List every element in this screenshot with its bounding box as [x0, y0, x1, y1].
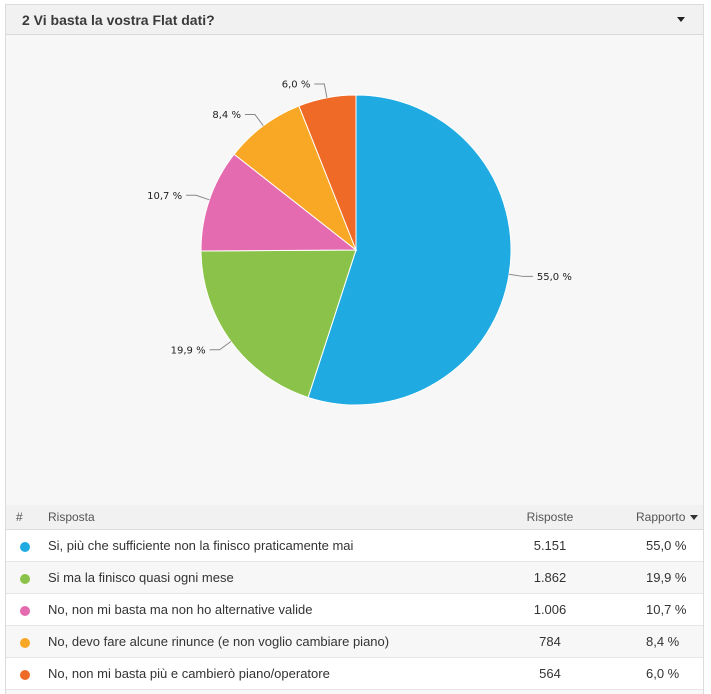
sort-desc-icon[interactable] [690, 515, 699, 521]
label-leader-line [314, 83, 328, 98]
legend-dot-icon [20, 541, 30, 552]
legend-dot-cell [6, 593, 48, 626]
table-header-row: # Risposta Risposte Rapporto [6, 505, 703, 530]
responses-count: 784 [488, 625, 612, 658]
pie-chart-area: 55,0 % 19,9 % 10,7 % 8,4 % 6,0 % [6, 35, 703, 505]
responses-count: 1.006 [488, 593, 612, 626]
table-row: Si, più che sufficiente non la finisco p… [6, 529, 703, 562]
answer-text: No, non mi basta più e cambierò piano/op… [48, 657, 488, 690]
pie-slice[interactable] [200, 249, 357, 399]
legend-dot-icon [20, 605, 30, 616]
ratio-value: 55,0 % [612, 529, 703, 562]
legend-dot-icon [20, 637, 30, 648]
answer-text: No, non mi basta ma non ho alternative v… [48, 593, 488, 626]
question-header[interactable]: 2 Vi basta la vostra Flat dati? [6, 5, 703, 35]
answer-text: Si ma la finisco quasi ogni mese [48, 561, 488, 594]
column-header-ratio[interactable]: Rapporto [612, 505, 703, 530]
slice-data-label: 19,9 % [171, 345, 206, 356]
table-row: No, devo fare alcune rinunce (e non vogl… [6, 625, 703, 658]
slice-data-label: 8,4 % [212, 110, 241, 121]
legend-dot-cell [6, 561, 48, 594]
legend-dot-cell [6, 529, 48, 562]
pie-slice[interactable] [200, 153, 358, 252]
answer-text: Si, più che sufficiente non la finisco p… [48, 529, 488, 562]
legend-dot-cell [6, 625, 48, 658]
column-header-num: # [6, 505, 48, 530]
legend-dot-icon [20, 669, 30, 680]
results-table: # Risposta Risposte Rapporto Si, più che… [6, 505, 703, 690]
label-leader-line [186, 194, 210, 201]
responses-count: 5.151 [488, 529, 612, 562]
slice-data-label: 55,0 % [537, 272, 572, 283]
label-leader-line [509, 273, 533, 277]
responses-count: 1.862 [488, 561, 612, 594]
label-leader-line [209, 341, 232, 351]
legend-dot-icon [20, 573, 30, 584]
label-leader-line [244, 114, 264, 127]
ratio-value: 8,4 % [612, 625, 703, 658]
column-header-responses[interactable]: Risposte [488, 505, 612, 530]
slice-data-label: 10,7 % [147, 191, 182, 202]
pie-chart: 55,0 % 19,9 % 10,7 % 8,4 % 6,0 % [147, 79, 572, 406]
question-title: 2 Vi basta la vostra Flat dati? [22, 11, 215, 28]
table-row: Si ma la finisco quasi ogni mese 1.862 19,… [6, 561, 703, 594]
pie-slice[interactable] [307, 94, 512, 406]
responses-count: 564 [488, 657, 612, 690]
column-header-ratio-label: Rapporto [636, 510, 686, 524]
table-row: No, non mi basta ma non ho alternative v… [6, 593, 703, 626]
slice-data-label: 6,0 % [282, 79, 311, 90]
table-row: No, non mi basta più e cambierò piano/op… [6, 657, 703, 690]
column-header-answer[interactable]: Risposta [48, 505, 488, 530]
chevron-down-icon[interactable] [677, 17, 685, 22]
question-panel: 2 Vi basta la vostra Flat dati? 55,0 % 19… [5, 4, 704, 694]
ratio-value: 6,0 % [612, 657, 703, 690]
legend-dot-cell [6, 657, 48, 690]
pie-slice[interactable] [298, 94, 357, 251]
answer-text: No, devo fare alcune rinunce (e non vogl… [48, 625, 488, 658]
ratio-value: 10,7 % [612, 593, 703, 626]
ratio-value: 19,9 % [612, 561, 703, 594]
